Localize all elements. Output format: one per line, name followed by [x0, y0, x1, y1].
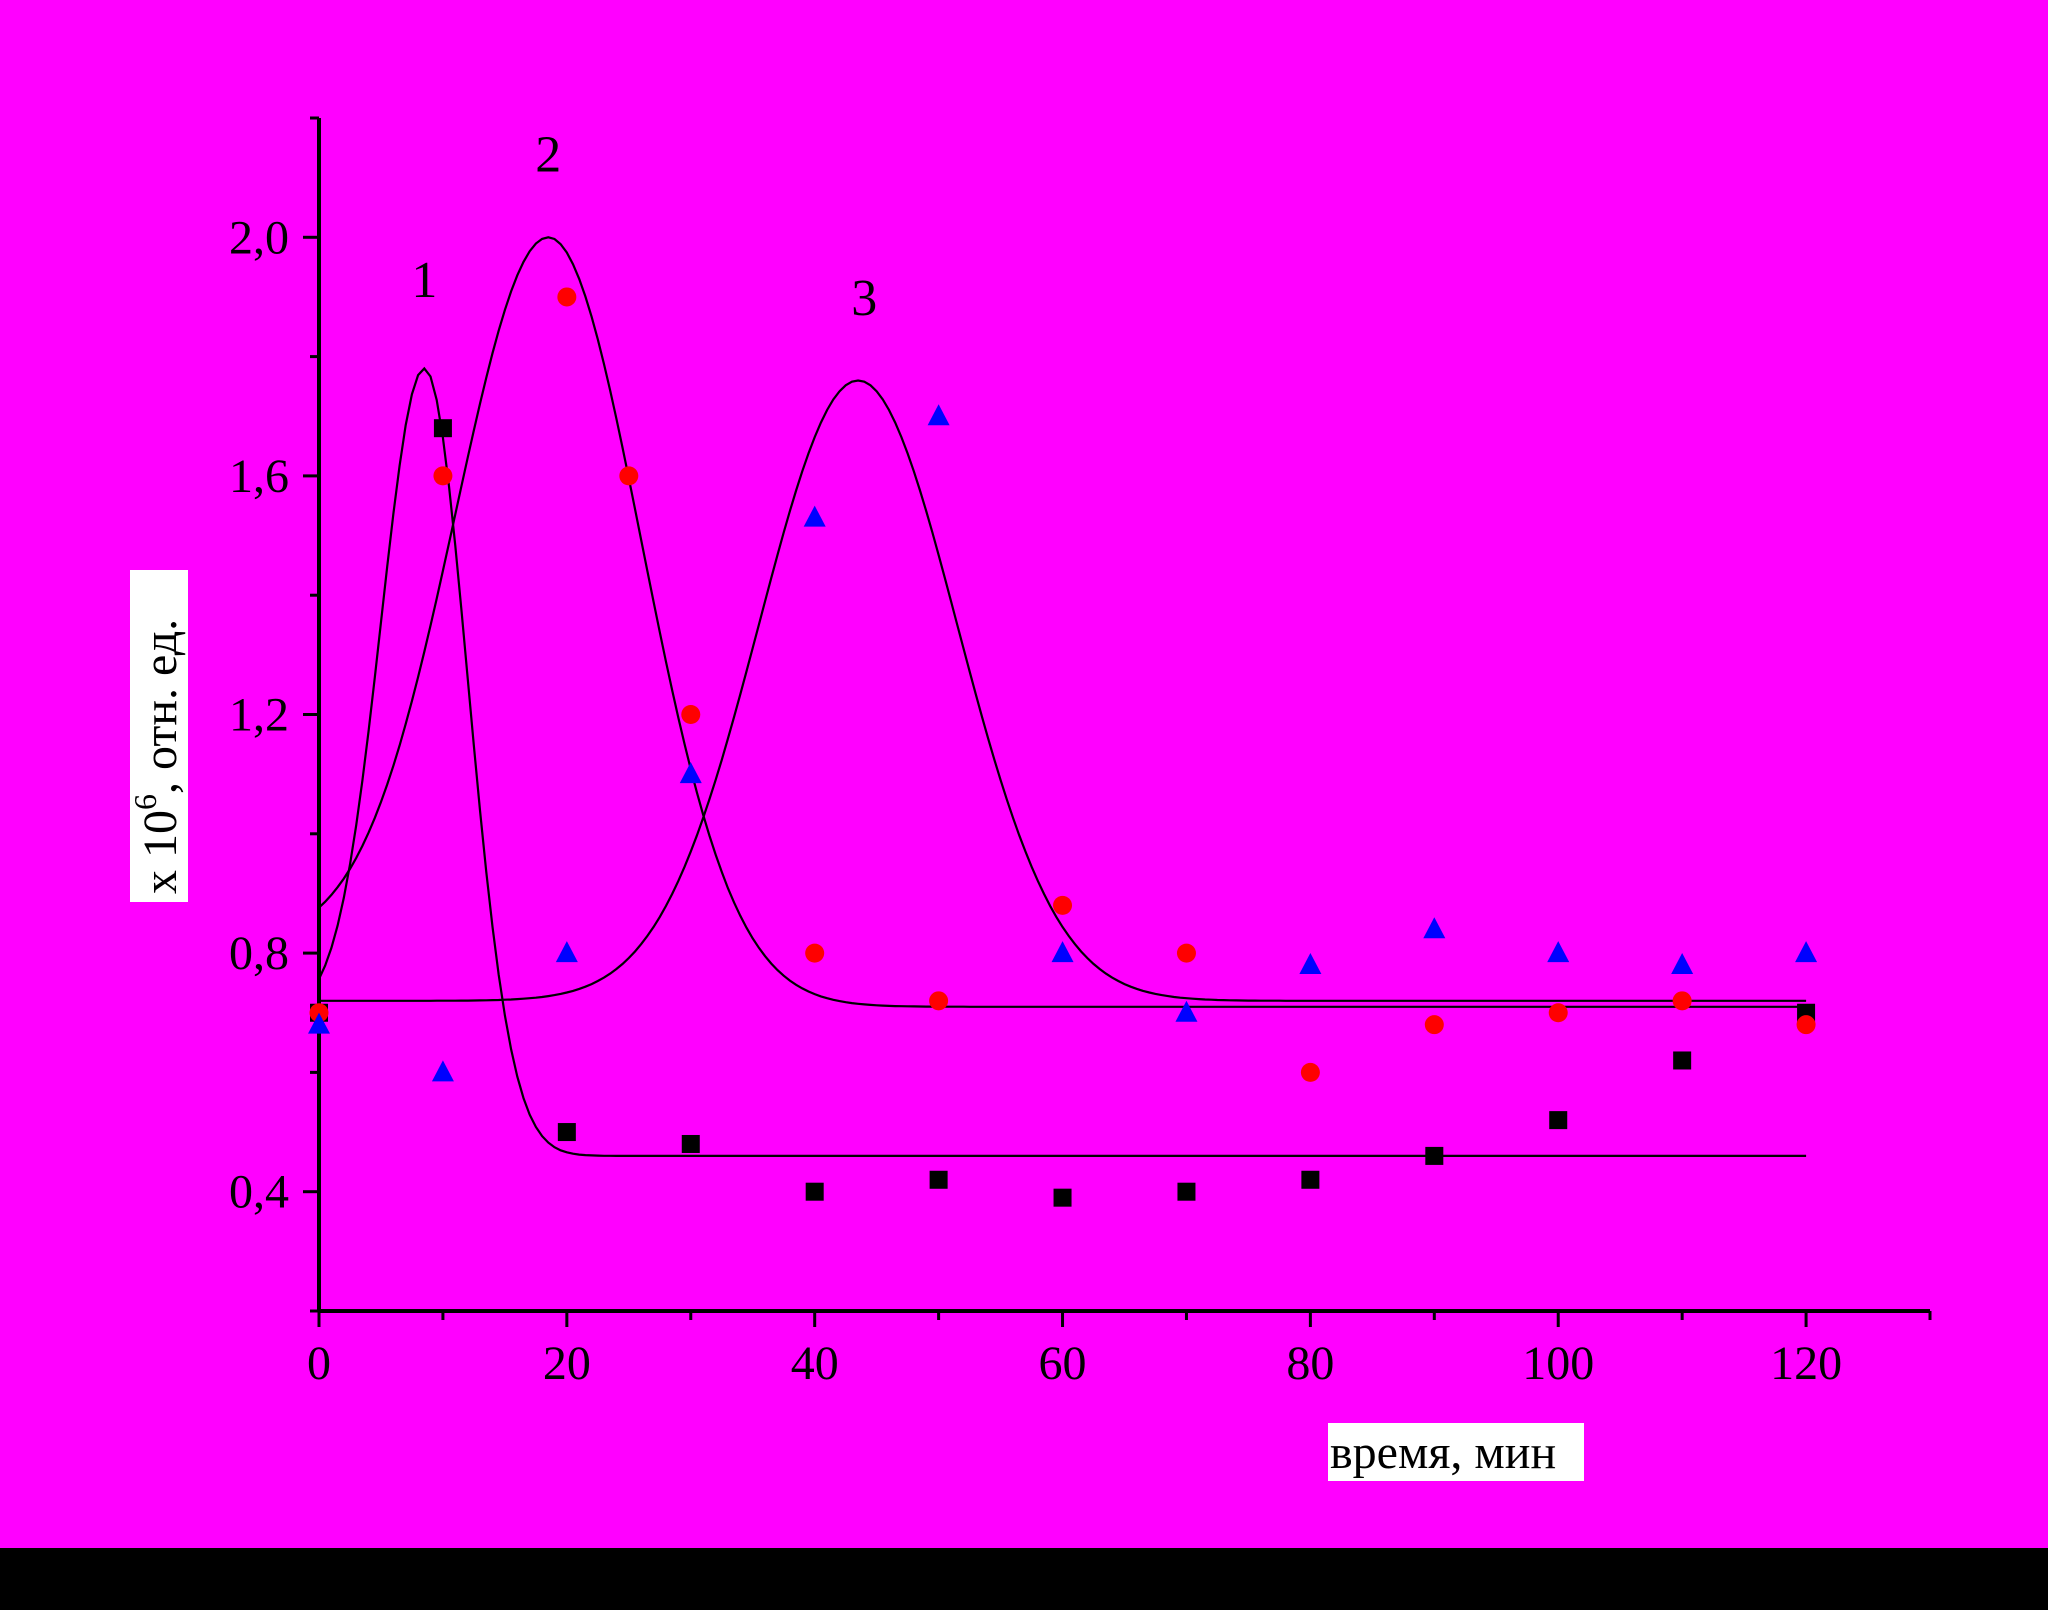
chart-canvas: 0 20 40 60 80 100 120 0,4 0,8 1,2 1,6 2,0 1 2 3 x 106…	[0, 0, 2048, 1548]
data-point-series-1	[1177, 1182, 1196, 1201]
data-points	[308, 287, 1818, 1207]
y-axis-label-box	[130, 570, 188, 902]
y-tick-label: 0,4	[229, 1166, 289, 1219]
x-tick-label: 20	[543, 1337, 591, 1390]
y-axis-label-text: x 106, отн. ед.	[127, 619, 187, 894]
x-tick-label: 120	[1770, 1337, 1842, 1390]
data-point-series-2	[805, 943, 825, 963]
x-axis-label-box	[1328, 1423, 1584, 1481]
curve-label-1: 1	[411, 252, 437, 309]
data-point-series-3	[1051, 941, 1074, 963]
data-point-series-3	[1175, 1000, 1198, 1022]
data-point-series-3	[1795, 941, 1818, 963]
data-point-series-3	[1547, 941, 1570, 963]
data-point-series-1	[1549, 1111, 1568, 1130]
data-point-series-2	[1672, 991, 1692, 1011]
y-axis-label: x 106, отн. ед.	[127, 570, 188, 902]
data-point-series-3	[1299, 953, 1322, 975]
chart-svg: 0 20 40 60 80 100 120 0,4 0,8 1,2 1,6 2,0 1 2 3 x 106…	[0, 0, 2048, 1548]
data-point-series-1	[433, 419, 452, 438]
y-axis-label-main: x 10	[134, 810, 187, 894]
y-axis-label-superscript: 6	[127, 794, 163, 810]
data-point-series-2	[929, 991, 949, 1011]
curve-labels: 1 2 3	[411, 127, 877, 327]
data-point-series-2	[433, 466, 453, 486]
tick-labels: 0 20 40 60 80 100 120 0,4 0,8 1,2 1,6 2,0	[229, 211, 1842, 1390]
plot-background	[0, 0, 2048, 1548]
data-point-series-3	[803, 505, 826, 527]
data-point-series-2	[557, 287, 577, 307]
y-tick-label: 2,0	[229, 211, 289, 264]
data-point-series-2	[619, 466, 639, 486]
x-tick-label: 100	[1522, 1337, 1594, 1390]
data-point-series-3	[1671, 953, 1694, 975]
x-tick-label: 80	[1286, 1337, 1334, 1390]
data-point-series-1	[1301, 1170, 1320, 1189]
data-point-series-2	[1300, 1062, 1320, 1082]
fit-curve-3	[319, 379, 1807, 1002]
data-point-series-1	[557, 1123, 576, 1142]
x-tick-label: 40	[791, 1337, 839, 1390]
data-point-series-1	[681, 1134, 700, 1153]
y-tick-label: 1,6	[229, 450, 289, 503]
data-point-series-2	[1548, 1003, 1568, 1023]
data-point-series-2	[1053, 895, 1073, 915]
data-point-series-2	[1796, 1015, 1816, 1035]
tick-marks	[303, 116, 1932, 1327]
data-point-series-1	[805, 1182, 824, 1201]
x-tick-label: 60	[1039, 1337, 1087, 1390]
data-point-series-3	[1423, 917, 1446, 939]
data-point-series-1	[1673, 1051, 1692, 1070]
data-point-series-1	[1425, 1146, 1444, 1165]
data-point-series-2	[681, 705, 701, 724]
data-point-series-2	[1424, 1015, 1444, 1035]
data-point-series-3	[927, 404, 950, 426]
y-tick-label: 1,2	[229, 689, 289, 742]
curve-label-3: 3	[851, 270, 877, 327]
data-point-series-3	[555, 941, 578, 963]
y-axis-label-units: , отн. ед.	[134, 619, 187, 794]
data-point-series-3	[431, 1060, 454, 1082]
curve-label-2: 2	[535, 127, 561, 184]
x-axis-label: время, мин	[1328, 1423, 1584, 1481]
data-point-series-3	[679, 762, 702, 784]
data-point-series-1	[929, 1170, 948, 1189]
data-point-series-3	[308, 1012, 330, 1034]
y-tick-label: 0,8	[229, 927, 289, 980]
x-tick-label: 0	[307, 1337, 331, 1390]
fit-curve-1	[318, 366, 1807, 1157]
x-axis-label-text: время, мин	[1330, 1426, 1556, 1479]
data-point-series-2	[1176, 943, 1196, 963]
data-point-series-1	[1053, 1188, 1072, 1207]
